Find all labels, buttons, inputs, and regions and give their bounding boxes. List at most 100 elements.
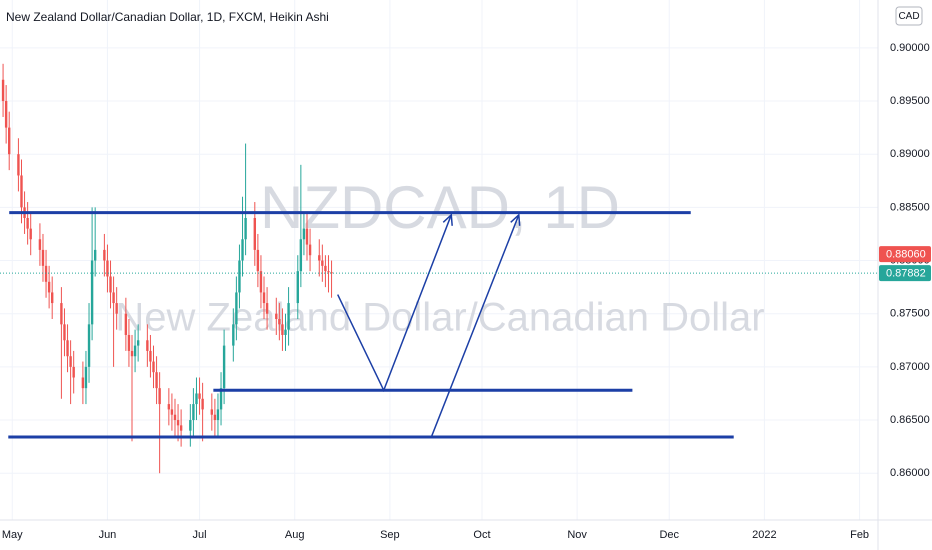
plot [0,63,878,474]
candle-body [275,313,278,320]
candle-body [213,414,217,421]
candle-body [259,271,263,293]
candle-body [287,303,290,330]
y-tick-label: 0.89000 [890,148,930,160]
candle-body [103,249,106,261]
candle-body [219,388,223,410]
candle-body [8,127,11,155]
x-tick-label: Jun [99,529,117,541]
y-tick-label: 0.90000 [890,42,930,54]
candle-body [232,324,235,346]
candle-body [216,409,220,421]
candle-body [244,217,247,240]
candle-body [210,409,214,415]
candle-body [81,377,85,389]
candle-body [87,324,91,367]
y-tick-label: 0.89500 [890,95,930,107]
candle-body [112,292,115,304]
watermark-name: New Zealand Dollar/Canadian Dollar [115,296,764,340]
price-label-box [879,265,931,282]
candle-body [192,404,195,421]
candle-body [20,175,23,208]
currency-label[interactable]: CAD [898,11,919,22]
price-label: 0.88060 [886,249,926,261]
y-tick-label: 0.86000 [890,467,930,479]
candle-body [176,420,180,426]
y-tick-label: 0.87000 [890,361,930,373]
candle-body [93,249,97,261]
candle-body [189,420,192,431]
x-tick-label: May [2,529,23,541]
candle-body [262,292,266,304]
candle-body [149,350,152,362]
candle-body [305,228,309,245]
candle-body [29,228,32,240]
candle-body [47,281,51,293]
candle-body [284,329,287,335]
candle-body [69,356,72,367]
x-tick-label: Oct [473,529,490,541]
candle-body [253,217,257,250]
candle-body [4,101,8,128]
watermark-symbol: NZDCAD, 1D [260,174,620,241]
price-label-box [879,246,931,263]
candle-body [296,271,299,304]
candle-body [302,228,306,240]
candle-body [241,239,244,261]
y-tick-label: 0.86500 [890,414,930,426]
candle-body [179,425,183,431]
candle-body [115,303,118,314]
x-tick-label: Jul [193,529,207,541]
candle-body [146,340,149,351]
candle-body [66,340,69,357]
candle-body [158,388,161,405]
candle-body [330,272,333,274]
candle-body [136,340,140,346]
candle-body [133,345,137,357]
candle-body [72,366,75,378]
arrowhead [442,213,453,226]
candle-body [278,319,281,325]
candle-body [130,350,134,357]
candle-body [327,271,330,273]
candle-body [106,260,109,277]
candle-body [198,393,201,399]
candle-body [201,398,204,410]
candle-body [84,366,88,389]
x-tick-label: Sep [380,529,400,541]
candle-body [256,249,260,272]
arrow-drawing [430,214,520,438]
x-tick-label: Dec [659,529,679,541]
currency-button[interactable] [895,6,923,26]
candle-body [299,239,303,272]
y-tick-label: 0.87500 [890,308,930,320]
candle-body [41,249,45,266]
candle-body [109,276,112,293]
candle-body [167,404,171,410]
candle-body [1,79,5,102]
candle-body [17,154,20,176]
candle-body [265,303,269,314]
chart-title: New Zealand Dollar/Canadian Dollar, 1D, … [6,10,329,24]
candle-body [195,393,198,405]
candle-body [324,265,327,272]
candle-body [321,260,324,266]
candle-body [152,361,155,373]
arrowhead [510,213,521,226]
candle-body [124,313,128,335]
candle-body [26,217,29,229]
candle-body [90,260,94,325]
candle-body [44,265,48,282]
candle-body [38,239,42,250]
grid [0,0,878,520]
y-tick-label: 0.88500 [890,201,930,213]
arrow-drawing [337,214,452,393]
candle-body [281,324,284,335]
candle-body [155,372,158,389]
candle-body [222,345,226,389]
x-tick-label: Nov [567,529,587,541]
x-tick-label: Aug [285,529,305,541]
candle-body [63,324,66,341]
